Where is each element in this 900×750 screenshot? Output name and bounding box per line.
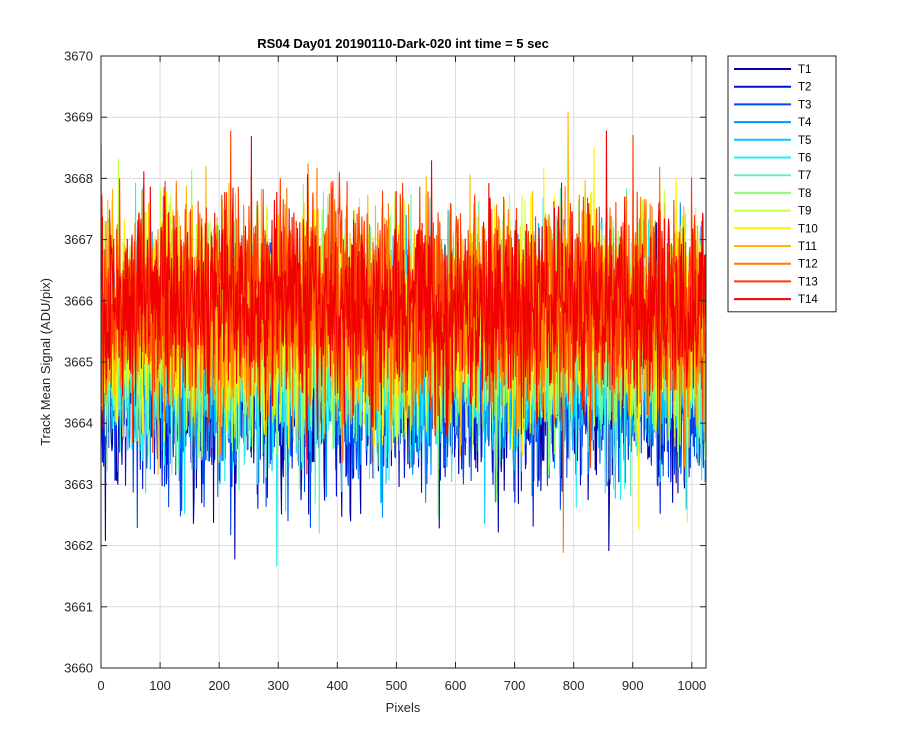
y-tick-label: 3667 [64,232,93,247]
axis-ticks [100,55,706,669]
y-tick-label: 3666 [64,293,93,308]
legend: T1 T2 T3 T4 T5 T6 T7 T8 T9 T10 T11 T12 T13 T14 [727,55,837,313]
y-tick-label: 3663 [64,477,93,492]
tick-labels: 0 100 200 300 400 500 600 700 800 900 1000 3660 3661… [64,49,706,694]
legend-label: T1 [798,64,811,76]
legend-box [727,55,837,313]
legend-label: T8 [798,188,811,200]
y-tick-label: 3668 [64,171,93,186]
x-tick-label: 300 [267,678,289,693]
legend-label: T9 [798,206,811,218]
x-tick-label: 200 [208,678,230,693]
series-line-t14 [101,130,706,475]
x-tick-label: 500 [386,678,408,693]
legend-label: T11 [798,241,817,253]
series-layer [101,111,706,567]
x-tick-label: 700 [504,678,526,693]
y-tick-label: 3660 [64,661,93,676]
legend-label: T6 [798,153,811,165]
x-tick-label: 0 [97,678,104,693]
legend-label: T12 [798,259,818,271]
legend-label: T3 [798,99,811,111]
legend-label: T14 [798,294,818,306]
legend-label: T7 [798,170,811,182]
x-axis-label: Pixels [386,700,421,715]
y-tick-label: 3662 [64,538,93,553]
x-tick-label: 600 [445,678,467,693]
legend-label: T2 [798,82,811,94]
x-tick-label: 400 [326,678,348,693]
legend-label: T10 [798,223,818,235]
y-tick-label: 3661 [64,599,93,614]
x-tick-label: 800 [563,678,585,693]
x-tick-label: 1000 [677,678,706,693]
legend-label: T4 [798,117,812,129]
y-axis-label: Track Mean Signal (ADU/pix) [38,278,53,446]
legend-label: T13 [798,276,818,288]
y-tick-label: 3670 [64,49,93,64]
x-tick-label: 100 [149,678,171,693]
x-tick-label: 900 [622,678,644,693]
chart-title: RS04 Day01 20190110-Dark-020 int time = … [257,36,549,51]
y-tick-label: 3664 [64,416,93,431]
legend-label: T5 [798,135,811,147]
y-tick-label: 3665 [64,355,93,370]
y-tick-label: 3669 [64,110,93,125]
